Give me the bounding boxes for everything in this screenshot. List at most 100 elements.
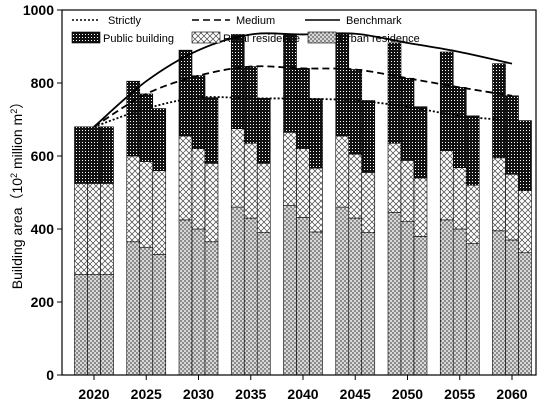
bar-public-building-benchmark-2055	[439, 51, 454, 151]
y-tick-label-1000: 1000	[23, 2, 54, 18]
bar-rural-residence-strictly-2045	[361, 172, 376, 233]
bar-rural-residence-medium-2060	[505, 173, 519, 241]
bar-rural-residence-benchmark-2050	[387, 142, 402, 213]
bar-public-building-strictly-2045	[361, 100, 376, 173]
bar-public-building-strictly-2020	[100, 126, 114, 184]
bar-rural-residence-benchmark-2025	[126, 155, 141, 243]
bar-urban-residence-medium-2045	[348, 217, 363, 376]
bar-urban-residence-benchmark-2030	[178, 219, 193, 376]
bar-urban-residence-benchmark-2050	[387, 212, 402, 376]
legend-label-benchmark: Benchmark	[346, 15, 402, 27]
bar-rural-residence-medium-2050	[400, 160, 415, 223]
lines-group	[93, 32, 513, 128]
y-axis: 0 200 400 600 800 1000	[23, 2, 62, 383]
legend-swatch-public-building	[71, 31, 101, 44]
bar-urban-residence-medium-2055	[452, 228, 467, 376]
bar-rural-residence-medium-2045	[348, 153, 363, 219]
bar-urban-residence-medium-2040	[296, 217, 310, 376]
bar-public-building-medium-2030	[191, 75, 206, 149]
bar-rural-residence-strictly-2025	[152, 170, 167, 255]
bar-urban-residence-medium-2025	[139, 246, 154, 376]
bars-group	[74, 33, 532, 376]
bar-rural-residence-benchmark-2055	[439, 150, 454, 221]
bar-rural-residence-benchmark-2030	[178, 135, 193, 221]
bar-urban-residence-strictly-2040	[309, 231, 323, 376]
bar-public-building-benchmark-2040	[283, 34, 297, 133]
bar-public-building-medium-2025	[139, 93, 154, 162]
bar-public-building-benchmark-2060	[492, 63, 506, 159]
bar-rural-residence-benchmark-2035	[230, 128, 245, 208]
bar-rural-residence-benchmark-2060	[492, 157, 506, 232]
bar-rural-residence-strictly-2035	[256, 163, 271, 233]
bar-urban-residence-medium-2020	[87, 274, 101, 376]
bar-public-building-medium-2050	[400, 77, 415, 161]
bar-public-building-strictly-2060	[518, 120, 532, 191]
bar-rural-residence-strictly-2030	[204, 163, 219, 243]
bar-urban-residence-benchmark-2040	[283, 204, 297, 376]
bar-public-building-medium-2020	[87, 126, 101, 184]
bar-public-building-strictly-2050	[413, 106, 428, 179]
bar-rural-residence-strictly-2060	[518, 190, 532, 254]
bar-urban-residence-strictly-2025	[152, 254, 167, 376]
y-tick-label-200: 200	[31, 294, 55, 310]
legend: Strictly Medium Benchmark Public buildin…	[71, 15, 420, 45]
line-strictly	[93, 96, 513, 128]
y-axis-label: Building area（102 million m2）	[9, 95, 25, 289]
bar-public-building-strictly-2055	[465, 115, 480, 186]
bar-public-building-benchmark-2045	[335, 33, 350, 137]
x-tick-label-2035: 2035	[235, 386, 266, 402]
x-tick-label-2040: 2040	[287, 386, 318, 402]
x-tick-label-2050: 2050	[392, 386, 423, 402]
bar-rural-residence-benchmark-2040	[283, 131, 297, 206]
bar-public-building-medium-2040	[296, 68, 310, 150]
y-tick-label-0: 0	[46, 367, 54, 383]
x-tick-label-2055: 2055	[444, 386, 475, 402]
bar-urban-residence-benchmark-2025	[126, 241, 141, 376]
y-tick-label-600: 600	[31, 148, 55, 164]
bar-urban-residence-benchmark-2060	[492, 230, 506, 376]
bar-rural-residence-medium-2035	[243, 142, 258, 219]
bar-public-building-benchmark-2020	[74, 126, 88, 184]
legend-swatch-rural-residence	[191, 31, 221, 44]
x-tick-label-2030: 2030	[183, 386, 214, 402]
bar-public-building-benchmark-2030	[178, 49, 193, 137]
x-tick-label-2025: 2025	[131, 386, 162, 402]
bar-rural-residence-benchmark-2020	[74, 183, 88, 275]
bar-rural-residence-strictly-2050	[413, 177, 428, 237]
bar-public-building-benchmark-2035	[230, 34, 245, 129]
x-tick-label-2045: 2045	[340, 386, 371, 402]
bar-urban-residence-strictly-2020	[100, 274, 114, 376]
bar-urban-residence-medium-2035	[243, 217, 258, 376]
bar-rural-residence-medium-2055	[452, 167, 467, 230]
legend-label-medium: Medium	[236, 15, 275, 27]
bar-public-building-medium-2060	[505, 95, 519, 175]
bar-urban-residence-benchmark-2020	[74, 274, 88, 376]
legend-label-public-building: Public building	[103, 33, 174, 45]
plot-frame	[61, 9, 537, 376]
bar-urban-residence-benchmark-2045	[335, 206, 350, 376]
bar-public-building-medium-2055	[452, 87, 467, 168]
x-axis: 2020 2025 2030 2035 2040 2045 2050 2055 2060	[78, 375, 528, 402]
bar-rural-residence-strictly-2055	[465, 184, 480, 244]
bar-public-building-medium-2035	[243, 66, 258, 144]
bar-urban-residence-benchmark-2055	[439, 219, 454, 376]
bar-urban-residence-strictly-2045	[361, 232, 376, 376]
x-tick-label-2020: 2020	[78, 386, 109, 402]
bar-public-building-strictly-2030	[204, 97, 219, 164]
line-medium	[93, 65, 513, 128]
bar-rural-residence-medium-2025	[139, 161, 154, 248]
bar-public-building-strictly-2025	[152, 108, 167, 171]
y-tick-label-400: 400	[31, 221, 55, 237]
bar-urban-residence-medium-2050	[400, 221, 415, 376]
bar-rural-residence-benchmark-2045	[335, 135, 350, 208]
bar-public-building-benchmark-2050	[387, 42, 402, 144]
y-tick-label-800: 800	[31, 75, 55, 91]
bar-rural-residence-medium-2020	[87, 183, 101, 275]
x-tick-label-2060: 2060	[496, 386, 527, 402]
bar-public-building-medium-2045	[348, 69, 363, 155]
bar-urban-residence-strictly-2055	[465, 243, 480, 376]
bar-rural-residence-strictly-2020	[100, 183, 114, 275]
legend-swatch-urban-residence	[307, 31, 337, 44]
bar-urban-residence-strictly-2060	[518, 252, 532, 376]
